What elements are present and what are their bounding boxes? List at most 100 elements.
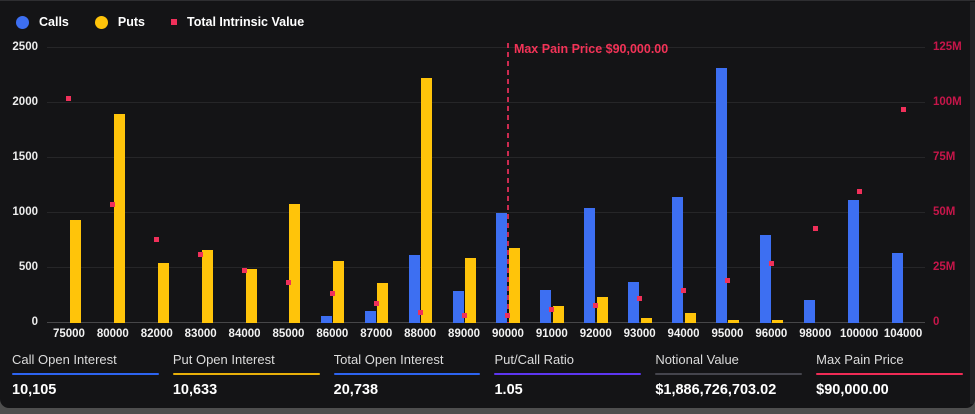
stat-value: $90,000.00 (816, 382, 889, 398)
intrinsic-value-dot (593, 302, 599, 308)
intrinsic-value-dot (461, 312, 467, 318)
intrinsic-value-dot (681, 287, 687, 293)
y-tick-label-right: 100M (933, 96, 962, 108)
gridline (47, 322, 925, 323)
puts-bar (201, 250, 213, 323)
x-tick-label: 95000 (711, 328, 744, 340)
intrinsic-value-dot (417, 309, 423, 315)
y-tick-label-left: 500 (18, 261, 38, 273)
stat-label: Total Open Interest (333, 352, 444, 367)
x-tick-label: 82000 (140, 328, 173, 340)
calls-bar (540, 290, 552, 323)
stat-underline (12, 373, 159, 375)
plot-area: Max Pain Price $90,000.00 (47, 42, 925, 323)
intrinsic-value-dot (812, 225, 818, 231)
puts-bar (596, 297, 608, 323)
intrinsic-value-dot (549, 307, 555, 313)
legend-label-intrinsic-value: Total Intrinsic Value (186, 15, 305, 29)
puts-bar (377, 283, 389, 323)
calls-bar (364, 310, 376, 323)
max-pain-line (506, 43, 509, 323)
stat-underline (494, 373, 642, 375)
intrinsic-value-marker-icon (170, 19, 177, 25)
stat-label: Put Open Interest (172, 352, 275, 367)
x-tick-label: 80000 (96, 328, 129, 340)
calls-bar (452, 291, 464, 323)
stat-underline (655, 373, 803, 375)
stat-label: Put/Call Ratio (494, 352, 574, 367)
calls-bar (672, 196, 684, 323)
legend-label-calls: Calls (39, 15, 69, 29)
intrinsic-value-dot (329, 290, 335, 296)
stat-underline (172, 373, 320, 375)
x-tick-label: 75000 (52, 328, 85, 340)
stat-value: $1,886,726,703.02 (655, 382, 777, 398)
gridline (47, 47, 925, 48)
intrinsic-value-dot (724, 277, 730, 283)
y-tick-label-left: 1000 (12, 206, 38, 218)
calls-marker-icon (16, 15, 29, 29)
gridline (47, 212, 925, 213)
stat-label: Notional Value (655, 352, 739, 367)
intrinsic-value-dot (637, 296, 643, 302)
intrinsic-value-dot (66, 96, 72, 102)
x-tick-label: 86000 (316, 328, 349, 340)
stat-value: 20,738 (333, 382, 379, 398)
x-tick-label: 83000 (184, 328, 217, 340)
calls-bar (803, 299, 815, 323)
x-tick-label: 88000 (404, 328, 437, 340)
calls-bar (320, 316, 332, 323)
gridline (47, 102, 925, 103)
stat-value: 1.05 (494, 382, 523, 398)
intrinsic-value-dot (242, 267, 248, 273)
puts-bar (333, 261, 345, 323)
x-tick-label: 84000 (228, 328, 261, 340)
x-tick-label: 100000 (839, 328, 879, 340)
intrinsic-value-dot (373, 300, 379, 306)
x-tick-label: 87000 (360, 328, 393, 340)
left-y-axis: 0 500 1000 1500 2000 2500 (0, 41, 42, 328)
right-edge-strip (970, 2, 975, 404)
gridline (47, 157, 925, 158)
calls-bar (496, 213, 508, 323)
intrinsic-value-dot (198, 252, 204, 258)
puts-bar (728, 320, 740, 323)
stat-total-open-interest: Total Open Interest 20,738 (333, 352, 481, 398)
stat-value: 10,105 (12, 382, 57, 398)
legend-item-calls[interactable]: Calls (16, 15, 69, 29)
stat-label: Max Pain Price (816, 352, 904, 367)
calls-bar (759, 235, 771, 323)
x-tick-label: 89000 (448, 328, 481, 340)
legend-item-intrinsic-value[interactable]: Total Intrinsic Value (170, 15, 305, 29)
puts-bar (113, 114, 125, 323)
x-tick-label: 90000 (491, 328, 524, 340)
intrinsic-value-dot (285, 279, 291, 285)
puts-bar (157, 262, 169, 323)
puts-bar (772, 319, 784, 323)
calls-bar (715, 67, 727, 323)
puts-bar (289, 204, 301, 323)
x-tick-label: 98000 (799, 328, 832, 340)
puts-bar (421, 77, 433, 323)
y-tick-label-left: 2000 (12, 96, 38, 108)
stat-put-call-ratio: Put/Call Ratio 1.05 (494, 352, 642, 398)
stats-footer: Call Open Interest 10,105 Put Open Inter… (0, 352, 975, 398)
max-pain-annotation: Max Pain Price $90,000.00 (513, 42, 669, 56)
puts-bar (508, 248, 520, 323)
stat-max-pain-price: Max Pain Price $90,000.00 (816, 352, 963, 398)
stat-notional-value: Notional Value $1,886,726,703.02 (655, 352, 803, 398)
gridline (47, 267, 925, 268)
puts-bar (552, 305, 564, 323)
puts-bar (245, 269, 257, 323)
x-tick-label: 94000 (667, 328, 700, 340)
calls-bar (847, 199, 859, 323)
y-tick-label-right: 125M (933, 41, 962, 53)
stat-underline (816, 373, 963, 375)
calls-bar (628, 282, 640, 323)
y-tick-label-right: 75M (933, 151, 956, 163)
y-tick-label-right: 25M (933, 261, 956, 273)
legend-item-puts[interactable]: Puts (94, 15, 145, 29)
x-tick-label: 93000 (623, 328, 656, 340)
stat-put-open-interest: Put Open Interest 10,633 (172, 352, 320, 398)
